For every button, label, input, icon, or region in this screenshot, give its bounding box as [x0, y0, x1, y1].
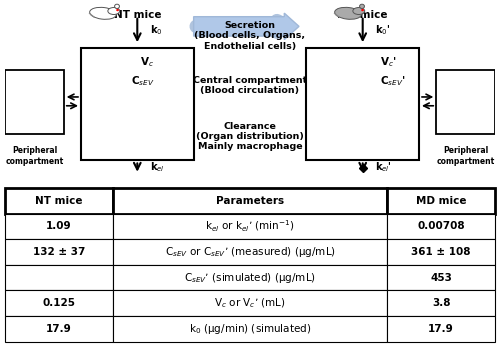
- Text: Peripheral
compartment: Peripheral compartment: [436, 146, 494, 166]
- Text: V$_c$': V$_c$': [380, 55, 396, 69]
- Text: C$_{sEV}$': C$_{sEV}$': [380, 74, 406, 88]
- FancyArrow shape: [194, 13, 299, 40]
- Text: NT mice: NT mice: [114, 10, 161, 20]
- Bar: [81, 48, 194, 160]
- Text: MD mice: MD mice: [338, 10, 388, 20]
- Text: Peripheral
compartment: Peripheral compartment: [6, 146, 64, 166]
- Text: Clearance
(Organ distribution)
Mainly macrophage: Clearance (Organ distribution) Mainly ma…: [196, 122, 304, 151]
- Ellipse shape: [362, 10, 363, 11]
- Text: k$_0$': k$_0$': [375, 23, 390, 37]
- Ellipse shape: [334, 7, 361, 19]
- Ellipse shape: [90, 7, 117, 19]
- Text: k$_0$: k$_0$: [150, 23, 162, 37]
- Ellipse shape: [108, 8, 120, 14]
- Text: V$_c$: V$_c$: [140, 55, 154, 69]
- Text: Central compartment
(Blood circulation): Central compartment (Blood circulation): [193, 76, 307, 95]
- Bar: [436, 70, 495, 134]
- Text: C$_{sEV}$: C$_{sEV}$: [131, 74, 154, 88]
- Ellipse shape: [117, 10, 118, 11]
- Text: k$_{el}$: k$_{el}$: [150, 161, 164, 175]
- Text: k$_{el}$': k$_{el}$': [375, 161, 392, 175]
- Ellipse shape: [353, 8, 364, 14]
- Bar: [5, 70, 64, 134]
- Ellipse shape: [360, 4, 364, 9]
- Bar: [306, 48, 419, 160]
- Text: Secretion
(Blood cells, Organs,
Endothelial cells): Secretion (Blood cells, Organs, Endothel…: [194, 21, 306, 51]
- Ellipse shape: [114, 4, 119, 9]
